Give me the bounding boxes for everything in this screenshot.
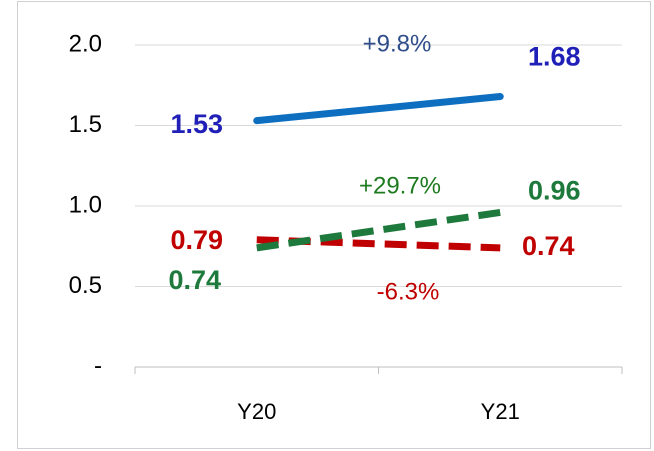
x-tick-label: Y21 [481,399,520,424]
data-label: 1.53 [170,109,223,139]
annotation: -6.3% [377,278,440,305]
data-label: 0.74 [522,231,575,261]
series-line [256,208,501,252]
data-label: 0.74 [168,265,221,295]
annotation: +29.7% [359,172,441,199]
series-line [253,93,504,125]
y-tick-label: 1.5 [69,111,102,138]
chart-frame [17,1,651,449]
y-tick-label: 0.5 [69,272,102,299]
annotation: +9.8% [363,30,432,57]
y-tick-label: - [94,352,102,379]
y-tick-label: 1.0 [69,191,102,218]
data-label: 0.79 [170,225,223,255]
y-tick-label: 2.0 [69,30,102,57]
data-label: 0.96 [528,176,581,206]
x-tick-label: Y20 [237,399,276,424]
data-label: 1.68 [528,42,581,72]
